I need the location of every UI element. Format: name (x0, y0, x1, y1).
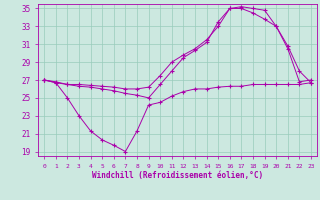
X-axis label: Windchill (Refroidissement éolien,°C): Windchill (Refroidissement éolien,°C) (92, 171, 263, 180)
